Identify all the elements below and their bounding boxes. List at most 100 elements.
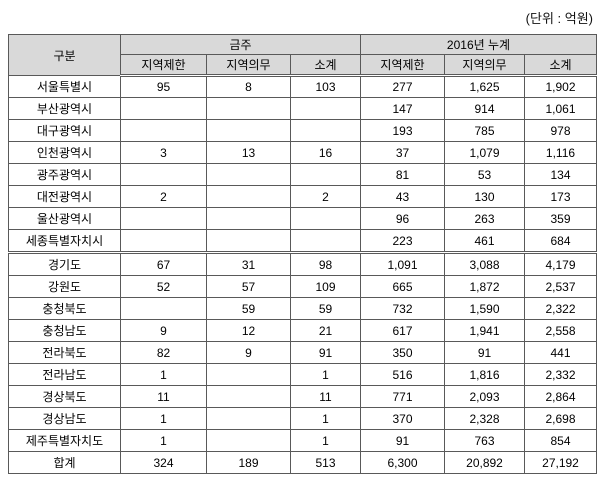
cell-value	[290, 119, 361, 142]
cell-value	[206, 119, 291, 142]
unit-label: (단위 : 억원)	[525, 11, 593, 26]
row-label: 세종특별자치시	[8, 229, 121, 254]
row-label: 경상남도	[8, 407, 121, 430]
row-label: 경기도	[8, 252, 121, 276]
row-label: 충청북도	[8, 297, 121, 320]
total-cell: 513	[290, 451, 361, 474]
cell-value: 2,332	[524, 363, 597, 386]
cell-value: 2	[290, 185, 361, 208]
cell-value	[290, 163, 361, 186]
cell-value: 2,322	[524, 297, 597, 320]
subheader-region-limit-week: 지역제한	[120, 54, 207, 77]
cell-value: 11	[290, 385, 361, 408]
row-label: 대구광역시	[8, 119, 121, 142]
cell-value: 785	[444, 119, 525, 142]
subheader-region-duty-week: 지역의무	[206, 54, 291, 77]
row-label: 전라북도	[8, 341, 121, 364]
cell-value	[120, 297, 207, 320]
cell-value: 1,590	[444, 297, 525, 320]
row-label: 전라남도	[8, 363, 121, 386]
subheader-subtotal-2016: 소계	[524, 54, 597, 77]
cell-value: 91	[290, 341, 361, 364]
cell-value: 732	[360, 297, 445, 320]
cell-value: 914	[444, 97, 525, 120]
cell-value: 59	[290, 297, 361, 320]
cell-value: 3,088	[444, 252, 525, 276]
cell-value: 12	[206, 319, 291, 342]
cell-value: 1,902	[524, 75, 597, 98]
cell-value: 2,093	[444, 385, 525, 408]
row-label: 부산광역시	[8, 97, 121, 120]
cell-value: 59	[206, 297, 291, 320]
cell-value: 2,558	[524, 319, 597, 342]
cell-value: 1,079	[444, 141, 525, 164]
total-cell: 189	[206, 451, 291, 474]
cell-value: 684	[524, 229, 597, 254]
table-row: 대전광역시 2 2 43 130 173	[8, 185, 597, 208]
table-row: 부산광역시 147 914 1,061	[8, 97, 597, 120]
cell-value: 4,179	[524, 252, 597, 276]
cell-value	[290, 207, 361, 230]
table-row: 인천광역시 3 13 16 37 1,079 1,116	[8, 141, 597, 164]
cell-value: 147	[360, 97, 445, 120]
row-label: 경상북도	[8, 385, 121, 408]
cell-value	[206, 185, 291, 208]
total-row: 합계 324 189 513 6,300 20,892 27,192	[8, 451, 597, 474]
row-label: 대전광역시	[8, 185, 121, 208]
cell-value: 1	[120, 407, 207, 430]
cell-value: 516	[360, 363, 445, 386]
cell-value	[120, 119, 207, 142]
cell-value: 103	[290, 75, 361, 98]
cell-value: 9	[206, 341, 291, 364]
cell-value: 2,537	[524, 275, 597, 298]
cell-value: 9	[120, 319, 207, 342]
header-2016-cumulative: 2016년 누계	[360, 34, 597, 55]
cell-value	[206, 407, 291, 430]
cell-value: 1,091	[360, 252, 445, 276]
cell-value: 617	[360, 319, 445, 342]
table-row: 세종특별자치시 223 461 684	[8, 229, 597, 254]
cell-value	[120, 207, 207, 230]
cell-value: 1	[290, 429, 361, 452]
cell-value	[120, 229, 207, 254]
table-row: 대구광역시 193 785 978	[8, 119, 597, 142]
cell-value	[206, 207, 291, 230]
table-row: 제주특별자치도 1 1 91 763 854	[8, 429, 597, 452]
cell-value	[206, 163, 291, 186]
cell-value: 193	[360, 119, 445, 142]
table-row: 경상북도 11 11 771 2,093 2,864	[8, 385, 597, 408]
cell-value: 98	[290, 252, 361, 276]
cell-value: 3	[120, 141, 207, 164]
cell-value: 53	[444, 163, 525, 186]
cell-value	[290, 97, 361, 120]
cell-value: 52	[120, 275, 207, 298]
cell-value: 1	[290, 363, 361, 386]
header-group-row: 구분 금주 2016년 누계	[8, 34, 597, 76]
row-label: 인천광역시	[8, 141, 121, 164]
cell-value: 1,816	[444, 363, 525, 386]
total-cell: 6,300	[360, 451, 445, 474]
cell-value: 2,328	[444, 407, 525, 430]
cell-value: 277	[360, 75, 445, 98]
cell-value: 978	[524, 119, 597, 142]
cell-value: 263	[444, 207, 525, 230]
table-row: 경기도 67 31 98 1,091 3,088 4,179	[8, 252, 597, 276]
cell-value: 1,625	[444, 75, 525, 98]
cell-value: 1,116	[524, 141, 597, 164]
total-label: 합계	[8, 451, 121, 474]
row-label: 제주특별자치도	[8, 429, 121, 452]
cell-value: 1,061	[524, 97, 597, 120]
cell-value: 1	[120, 429, 207, 452]
row-label: 충청남도	[8, 319, 121, 342]
cell-value: 665	[360, 275, 445, 298]
table-row: 전라남도 1 1 516 1,816 2,332	[8, 363, 597, 386]
cell-value: 82	[120, 341, 207, 364]
row-label: 울산광역시	[8, 207, 121, 230]
cell-value: 43	[360, 185, 445, 208]
cell-value: 81	[360, 163, 445, 186]
table-row: 충청북도 59 59 732 1,590 2,322	[8, 297, 597, 320]
table-footer: 합계 324 189 513 6,300 20,892 27,192	[8, 451, 597, 474]
header-this-week: 금주	[120, 34, 361, 55]
row-label: 광주광역시	[8, 163, 121, 186]
